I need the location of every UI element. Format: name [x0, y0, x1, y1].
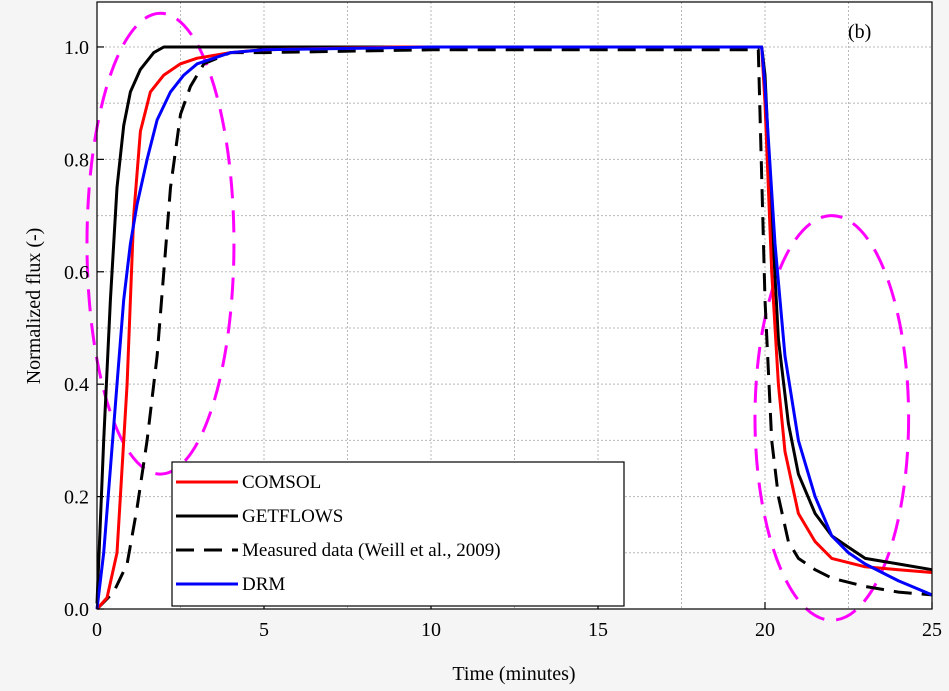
- y-tick-label: 0.2: [64, 487, 89, 509]
- legend-box: [171, 461, 625, 607]
- highlight-ellipse-1: [85, 11, 236, 476]
- x-tick-label: 0: [92, 619, 102, 641]
- series-lines: [95, 45, 933, 611]
- legend-label: Measured data (Weill et al., 2009): [242, 540, 501, 561]
- series-line-drm: [95, 45, 933, 610]
- y-tick-label: 0.8: [64, 149, 89, 171]
- legend: COMSOL GETFLOWS Measured data (Weill et al…: [171, 461, 625, 607]
- series-line-measured-data-weill-et-al-2009: [95, 48, 933, 611]
- x-tick-label: 5: [259, 619, 269, 641]
- plot-frame: [96, 1, 933, 610]
- y-tick-label: 0.6: [64, 262, 89, 284]
- legend-label: GETFLOWS: [242, 506, 343, 527]
- y-tick-label: 0.0: [64, 599, 89, 621]
- y-axis-title: Normalized flux (-): [23, 228, 45, 385]
- x-axis-title: Time (minutes): [452, 663, 575, 685]
- y-tick-label: 1.0: [64, 37, 89, 59]
- x-tick-label: 15: [588, 619, 608, 641]
- y-tick-label: 0.4: [64, 374, 89, 396]
- highlight-ellipse-2: [753, 214, 911, 622]
- x-tick-label: 25: [922, 619, 942, 641]
- x-tick-label: 10: [421, 619, 441, 641]
- x-tick-label: 20: [755, 619, 775, 641]
- legend-label: COMSOL: [242, 472, 321, 493]
- legend-label: DRM: [242, 574, 285, 595]
- annotations: [85, 11, 911, 622]
- ticks: 0 5 10 15 20 25 0.0 0.2 0.4 0.6 0.8 1.0: [64, 37, 942, 641]
- panel-label: (b): [848, 21, 871, 43]
